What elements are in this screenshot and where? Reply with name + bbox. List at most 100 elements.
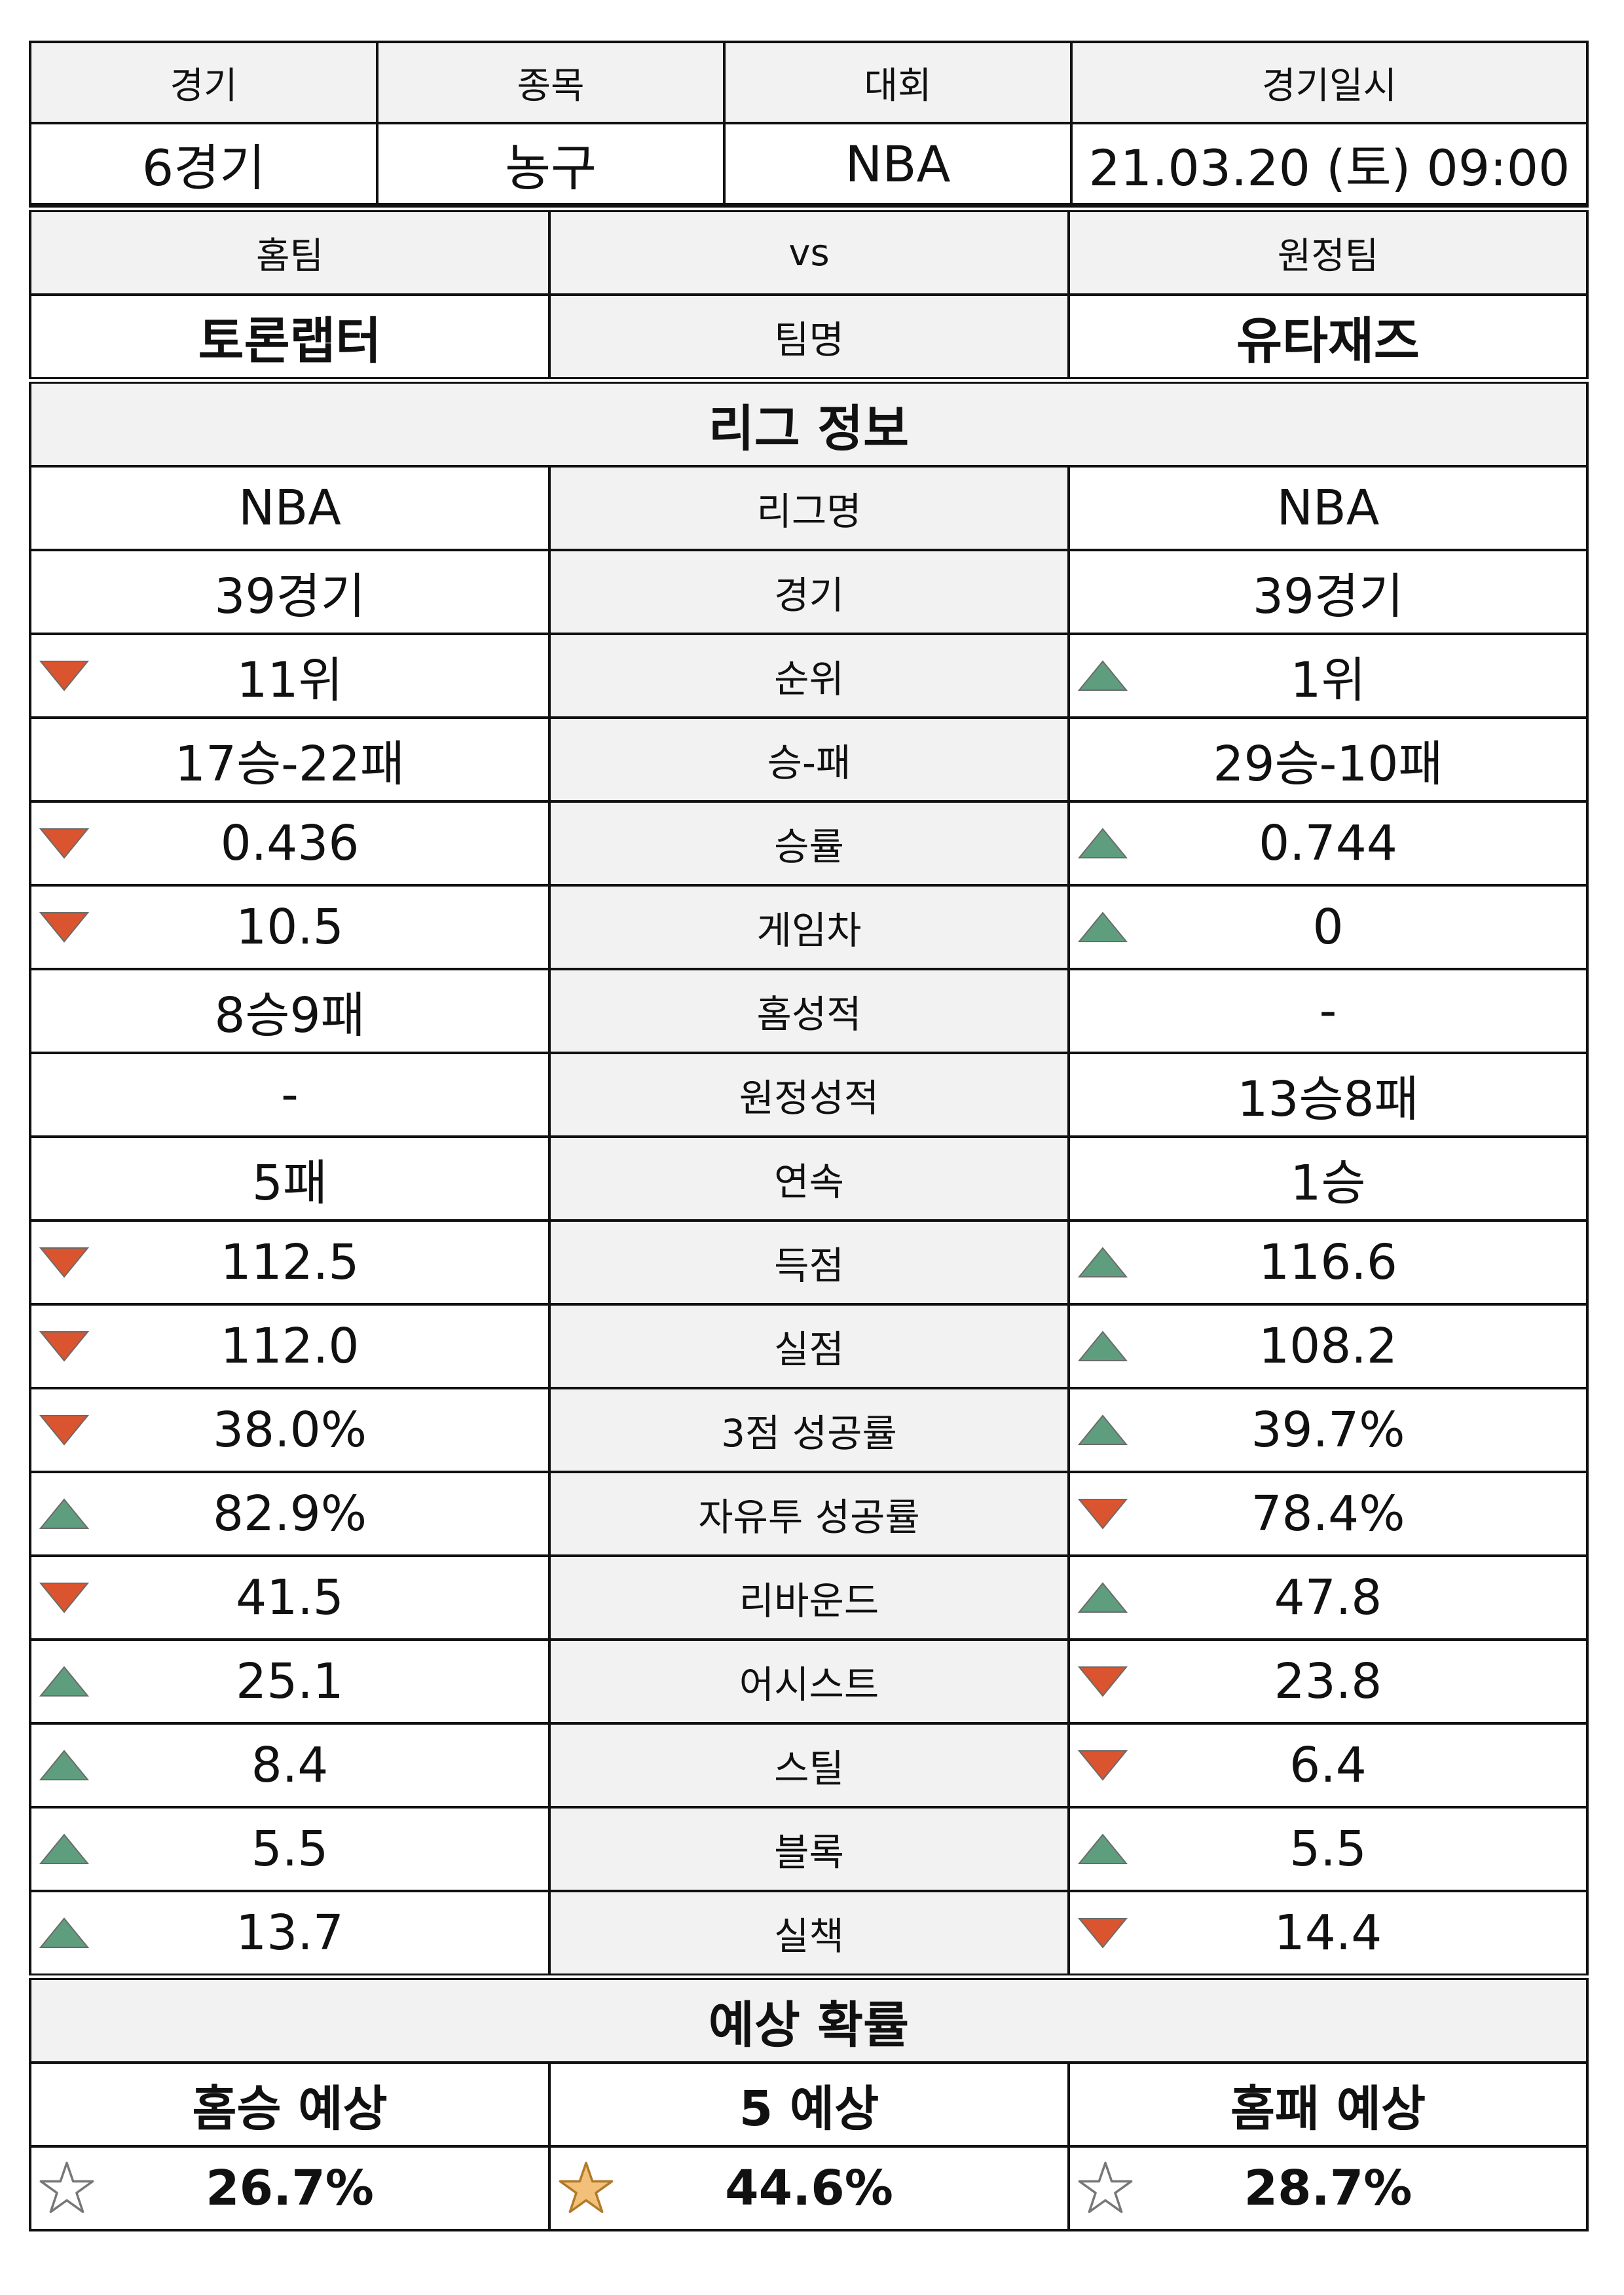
away-stat-cell: 0: [1067, 884, 1589, 970]
stat-label: 원정성적: [548, 1052, 1070, 1138]
triangle-up-icon: [1077, 657, 1129, 694]
triangle-up-icon: [1077, 1412, 1129, 1448]
stat-label: 어시스트: [548, 1638, 1070, 1725]
home-stat-value: 17승-22패: [174, 735, 405, 792]
stat-label: 득점: [548, 1219, 1070, 1306]
home-stat-value: 112.0: [220, 1318, 360, 1374]
stat-label: 자유투 성공률: [548, 1471, 1070, 1557]
league-info-title: 리그 정보: [29, 377, 1589, 468]
match-info-sheet: 경기 종목 대회 경기일시 6경기 농구 NBA 21.03.20 (토) 09…: [29, 41, 1589, 2231]
draw-star-icon: [557, 2159, 615, 2217]
away-stat-value: 78.4%: [1251, 1486, 1405, 1542]
home-win-value: 26.7%: [206, 2160, 374, 2216]
away-stat-cell: 29승-10패: [1067, 716, 1589, 803]
draw-value: 44.6%: [725, 2160, 893, 2216]
stat-label: 승률: [548, 800, 1070, 887]
datetime-value: 21.03.20 (토) 09:00: [1070, 122, 1589, 206]
stat-row: 5패 연속 1승: [29, 1135, 1589, 1222]
home-loss-value: 28.7%: [1244, 2160, 1412, 2216]
home-stat-value: 13.7: [236, 1905, 344, 1961]
stat-label: 승-패: [548, 716, 1070, 803]
away-stat-value: 39.7%: [1251, 1402, 1405, 1458]
away-stat-cell: 78.4%: [1067, 1471, 1589, 1557]
home-stat-value: 38.0%: [212, 1402, 367, 1458]
stat-label: 게임차: [548, 884, 1070, 970]
stat-label: 실책: [548, 1890, 1070, 1978]
away-stat-value: 23.8: [1274, 1653, 1382, 1710]
stat-row: 11위 순위 1위: [29, 633, 1589, 719]
home-stat-cell: 112.5: [29, 1219, 551, 1306]
home-stat-cell: 17승-22패: [29, 716, 551, 803]
triangle-up-icon: [38, 1663, 90, 1700]
triangle-up-icon: [1077, 909, 1129, 946]
stat-row: 0.436 승률 0.744: [29, 800, 1589, 887]
away-stat-value: NBA: [1276, 480, 1380, 536]
triangle-down-icon: [38, 1579, 90, 1616]
home-stat-value: -: [281, 1067, 299, 1123]
stat-label: 스틸: [548, 1722, 1070, 1808]
away-stat-value: 47.8: [1274, 1570, 1382, 1626]
stat-label: 블록: [548, 1806, 1070, 1892]
home-stat-value: 0.436: [220, 815, 360, 872]
home-stat-value: 39경기: [214, 568, 365, 625]
home-stat-cell: 38.0%: [29, 1387, 551, 1473]
home-loss-star-icon: [1077, 2159, 1134, 2217]
stat-row: 82.9% 자유투 성공률 78.4%: [29, 1471, 1589, 1557]
away-stat-cell: 47.8: [1067, 1554, 1589, 1641]
competition-label: 대회: [723, 41, 1073, 124]
home-stat-value: 112.5: [220, 1234, 360, 1291]
away-stat-cell: 39.7%: [1067, 1387, 1589, 1473]
stat-label: 리그명: [548, 465, 1070, 551]
vs-label: vs: [548, 206, 1070, 296]
away-stat-value: 116.6: [1259, 1234, 1397, 1291]
away-stat-value: 14.4: [1274, 1905, 1382, 1961]
datetime-label: 경기일시: [1070, 41, 1589, 124]
away-stat-cell: -: [1067, 968, 1589, 1054]
away-stat-value: 6.4: [1289, 1737, 1367, 1793]
stat-row: 41.5 리바운드 47.8: [29, 1554, 1589, 1641]
stat-label: 경기: [548, 549, 1070, 635]
stat-row: 112.5 득점 116.6: [29, 1219, 1589, 1306]
home-win-probability: 26.7%: [29, 2145, 551, 2231]
away-stat-cell: NBA: [1067, 465, 1589, 551]
triangle-down-icon: [38, 657, 90, 694]
triangle-down-icon: [38, 1412, 90, 1448]
stat-row: 25.1 어시스트 23.8: [29, 1638, 1589, 1725]
away-stat-cell: 23.8: [1067, 1638, 1589, 1725]
triangle-down-icon: [38, 1244, 90, 1281]
away-stat-value: 0: [1312, 899, 1344, 955]
home-stat-cell: 5.5: [29, 1806, 551, 1892]
away-stat-cell: 14.4: [1067, 1890, 1589, 1978]
away-stat-cell: 1승: [1067, 1135, 1589, 1222]
stat-row: 112.0 실점 108.2: [29, 1303, 1589, 1389]
triangle-down-icon: [1077, 1663, 1129, 1700]
home-stat-value: 41.5: [236, 1570, 344, 1626]
match-label: 경기: [29, 41, 378, 124]
stat-label: 순위: [548, 633, 1070, 719]
home-team-name: 토론랩터: [29, 293, 551, 382]
triangle-down-icon: [38, 909, 90, 946]
home-loss-probability: 28.7%: [1067, 2145, 1589, 2231]
home-stat-cell: 8승9패: [29, 968, 551, 1054]
stat-row: 5.5 블록 5.5: [29, 1806, 1589, 1892]
home-stat-cell: 25.1: [29, 1638, 551, 1725]
away-stat-value: 13승8패: [1237, 1071, 1419, 1128]
home-stat-cell: NBA: [29, 465, 551, 551]
triangle-up-icon: [38, 1831, 90, 1867]
home-stat-cell: 10.5: [29, 884, 551, 970]
triangle-up-icon: [38, 1496, 90, 1532]
home-stat-cell: 8.4: [29, 1722, 551, 1808]
away-stat-cell: 5.5: [1067, 1806, 1589, 1892]
stat-row: 8승9패 홈성적 -: [29, 968, 1589, 1054]
triangle-up-icon: [38, 1915, 90, 1951]
home-stat-cell: 13.7: [29, 1890, 551, 1978]
stat-label: 연속: [548, 1135, 1070, 1222]
triangle-down-icon: [38, 1328, 90, 1365]
triangle-up-icon: [38, 1747, 90, 1784]
away-stat-value: -: [1319, 983, 1337, 1039]
home-stat-value: 25.1: [236, 1653, 344, 1710]
away-stat-cell: 108.2: [1067, 1303, 1589, 1389]
home-stat-cell: -: [29, 1052, 551, 1138]
away-stat-value: 5.5: [1289, 1821, 1367, 1877]
stat-label: 3점 성공률: [548, 1387, 1070, 1473]
